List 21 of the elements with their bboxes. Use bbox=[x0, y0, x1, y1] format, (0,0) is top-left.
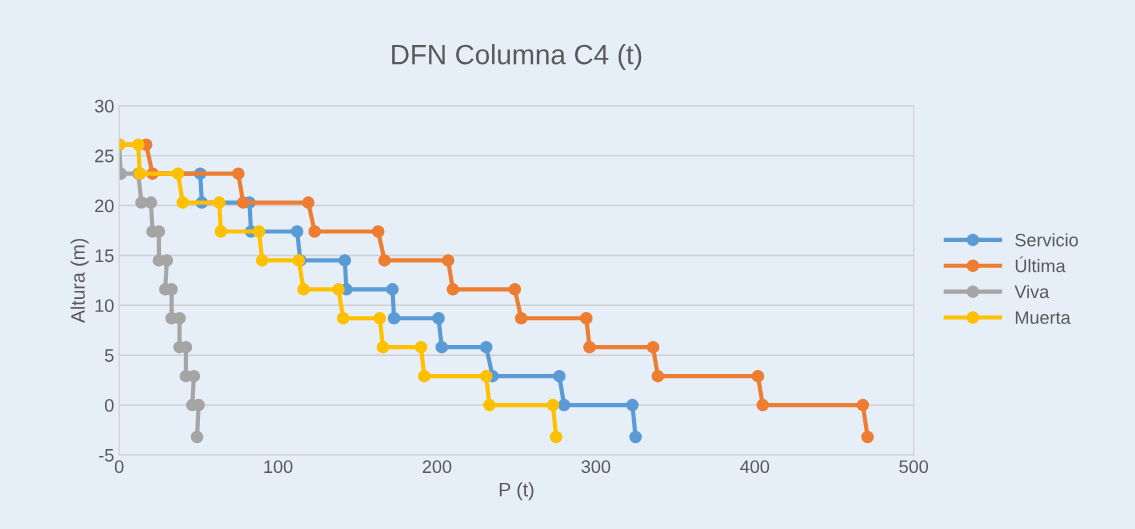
x-tick-label: 300 bbox=[581, 460, 611, 474]
y-axis-title: Altura (m) bbox=[70, 238, 89, 323]
y-tick-label: 0 bbox=[104, 399, 114, 412]
y-tick-label: 25 bbox=[95, 149, 114, 163]
x-axis-title: P (t) bbox=[499, 482, 534, 501]
legend-label: Muerta bbox=[1015, 311, 1071, 325]
y-tick-label: 5 bbox=[105, 349, 114, 362]
y-tick-label: 20 bbox=[95, 199, 114, 213]
y-tick-label: 30 bbox=[94, 99, 114, 113]
x-tick-label: 100 bbox=[264, 460, 293, 474]
legend-label: Última bbox=[1015, 256, 1066, 273]
legend-label: Viva bbox=[1014, 284, 1050, 299]
x-tick-label: 0 bbox=[114, 460, 124, 474]
x-tick-label: 400 bbox=[740, 460, 770, 474]
y-tick-label: 10 bbox=[95, 299, 114, 313]
legend-label: Servicio bbox=[1015, 233, 1078, 247]
y-tick-label: -5 bbox=[99, 449, 114, 462]
x-tick-label: 500 bbox=[899, 460, 929, 474]
chart-title: DFN Columna C4 (t) bbox=[392, 44, 642, 70]
x-tick-label: 200 bbox=[422, 460, 452, 474]
y-tick-label: 15 bbox=[95, 249, 114, 263]
